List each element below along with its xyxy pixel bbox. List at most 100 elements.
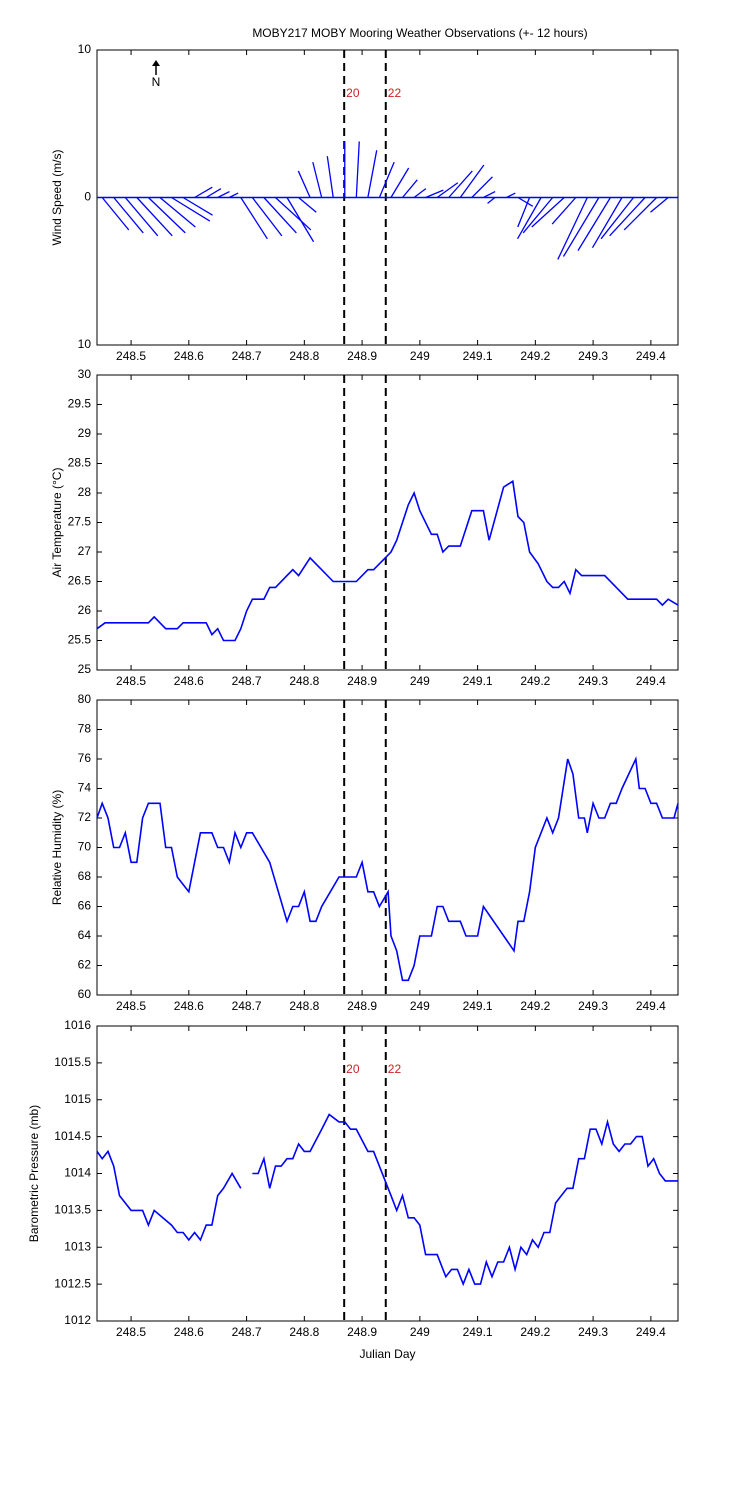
x-tick-label: 248.9: [347, 999, 377, 1013]
x-tick-label: 249.3: [578, 349, 608, 363]
y-tick-label: 80: [78, 692, 92, 706]
plot-frame: [96, 699, 679, 996]
wind-stick: [413, 188, 427, 199]
x-tick-label: 249: [410, 1325, 430, 1339]
y-tick-label: 1012: [64, 1313, 91, 1327]
plot-frame: [96, 374, 679, 671]
wind-stick: [483, 191, 496, 199]
y-tick-label: 27: [78, 544, 92, 558]
wind-stick: [367, 150, 378, 198]
wind-stick: [591, 197, 623, 248]
wind-stick: [562, 197, 600, 257]
y-tick-label: 74: [78, 781, 92, 795]
y-tick-label: 66: [78, 899, 92, 913]
wind-stick: [459, 164, 485, 198]
y-tick-label: 26: [78, 603, 92, 617]
wind-stick: [390, 167, 410, 198]
y-tick-label: 62: [78, 958, 92, 972]
x-tick-label: 248.8: [289, 349, 319, 363]
data-line: [96, 479, 679, 642]
x-tick-label: 249.4: [636, 674, 666, 688]
y-tick-label: 1013: [64, 1239, 91, 1253]
x-tick-label: 248.6: [174, 999, 204, 1013]
wind-stick: [355, 141, 360, 198]
north-arrow-head: [152, 60, 160, 66]
marker-label: 20: [346, 86, 360, 100]
wind-stick: [506, 192, 516, 199]
marker-label: 22: [388, 86, 402, 100]
x-tick-label: 249.2: [520, 999, 550, 1013]
y-axis-label: Barometric Pressure (mb): [27, 1105, 41, 1242]
wind-stick: [263, 197, 297, 234]
x-tick-label: 248.6: [174, 674, 204, 688]
y-tick-label: 28.5: [68, 456, 92, 470]
wind-stick: [609, 197, 646, 237]
wind-stick: [182, 196, 213, 216]
wind-stick: [402, 179, 418, 198]
wind-stick: [531, 197, 565, 228]
x-tick-label: 248.8: [289, 674, 319, 688]
y-tick-label: 25.5: [68, 633, 92, 647]
y-tick-label: 68: [78, 869, 92, 883]
wind-stick: [517, 196, 534, 207]
x-tick-label: 248.7: [232, 674, 262, 688]
wind-stick: [251, 197, 283, 237]
wind-stick: [471, 176, 493, 198]
y-tick-label: 1014: [64, 1166, 91, 1180]
y-tick-label: 10: [78, 337, 92, 351]
x-tick-label: 249.1: [463, 349, 493, 363]
x-tick-label: 249.4: [636, 1325, 666, 1339]
wind-stick: [425, 189, 444, 199]
y-tick-label: 1014.5: [54, 1129, 91, 1143]
x-tick-label: 249: [410, 674, 430, 688]
wind-stick: [557, 197, 588, 260]
x-tick-label: 249.1: [463, 1325, 493, 1339]
wind-stick: [205, 188, 222, 199]
y-tick-label: 29.5: [68, 397, 92, 411]
north-label: N: [152, 75, 161, 89]
chart-title: MOBY217 MOBY Mooring Weather Observation…: [252, 26, 587, 40]
wind-stick: [623, 197, 658, 231]
x-tick-label: 248.5: [116, 999, 146, 1013]
wind-stick: [577, 197, 611, 251]
wind-stick: [487, 196, 496, 204]
y-tick-label: 1012.5: [54, 1276, 91, 1290]
x-tick-label: 249.2: [520, 1325, 550, 1339]
y-tick-label: 25: [78, 662, 92, 676]
wind-stick: [312, 161, 323, 198]
wind-stick: [101, 197, 130, 231]
x-tick-label: 249.2: [520, 349, 550, 363]
y-tick-label: 26.5: [68, 574, 92, 588]
wind-stick: [147, 197, 186, 234]
wind-stick: [286, 197, 315, 243]
wind-stick: [275, 197, 312, 231]
y-tick-label: 72: [78, 810, 92, 824]
x-tick-label: 248.7: [232, 1325, 262, 1339]
x-tick-label: 248.6: [174, 1325, 204, 1339]
y-tick-label: 60: [78, 987, 92, 1001]
wind-stick: [297, 170, 311, 198]
y-axis-label: Wind Speed (m/s): [50, 149, 64, 245]
wind-stick: [436, 182, 459, 199]
x-axis-label: Julian Day: [359, 1347, 415, 1361]
x-tick-label: 248.9: [347, 1325, 377, 1339]
y-tick-label: 1015.5: [54, 1055, 91, 1069]
wind-stick: [113, 197, 144, 234]
x-tick-label: 248.7: [232, 349, 262, 363]
wind-stick: [136, 197, 173, 237]
data-line: [96, 1113, 678, 1287]
wind-stick: [326, 156, 334, 198]
x-tick-label: 249.1: [463, 674, 493, 688]
wind-stick: [298, 197, 317, 213]
wind-stick: [378, 161, 395, 198]
y-tick-label: 0: [84, 190, 91, 204]
x-tick-label: 249: [410, 999, 430, 1013]
y-tick-label: 1013.5: [54, 1203, 91, 1217]
wind-stick: [551, 197, 577, 225]
x-tick-label: 248.5: [116, 1325, 146, 1339]
x-tick-label: 249.3: [578, 999, 608, 1013]
wind-stick: [522, 197, 554, 234]
y-tick-label: 76: [78, 751, 92, 765]
x-tick-label: 249.4: [636, 999, 666, 1013]
